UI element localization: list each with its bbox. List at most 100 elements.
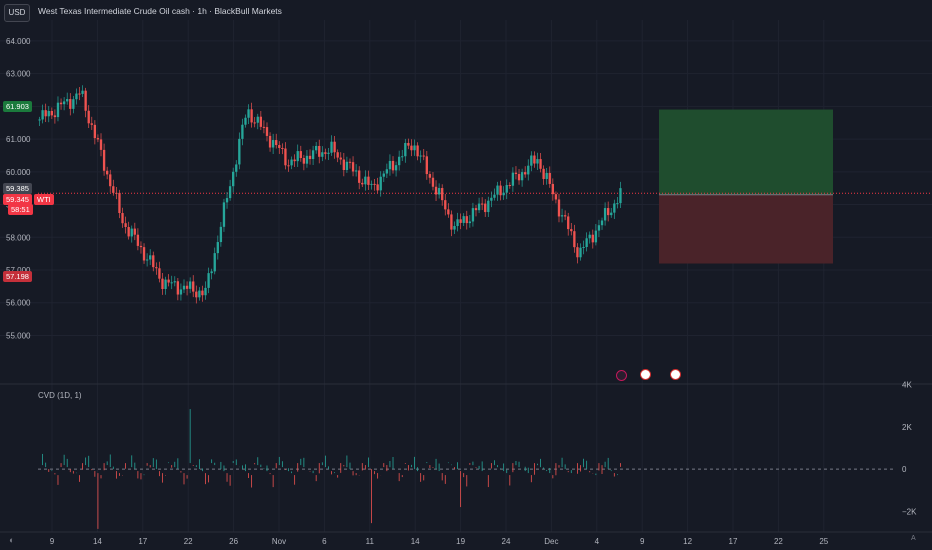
y-axis-tick-label: 61.000	[6, 135, 31, 144]
candle-body	[130, 228, 133, 237]
candle-body	[453, 226, 456, 230]
candle-body	[222, 202, 226, 227]
candle-body	[213, 253, 216, 272]
candle-body	[96, 138, 100, 140]
candle-body	[207, 273, 210, 288]
candle-body	[600, 220, 604, 226]
candle-body	[563, 215, 567, 217]
x-axis-tick-label: Nov	[272, 537, 286, 546]
countdown-label: 58:51	[8, 204, 33, 215]
cvd-axis-tick-label: 4K	[902, 381, 912, 390]
candle-body	[382, 173, 385, 177]
candle-body	[281, 147, 284, 149]
lightning-event-icon[interactable]	[616, 370, 627, 381]
candle-body	[379, 176, 382, 191]
candle-body	[570, 229, 573, 232]
candle-body	[195, 291, 198, 298]
candle-body	[416, 145, 419, 157]
candle-body	[204, 287, 207, 296]
candle-body	[170, 282, 173, 284]
candle-body	[610, 212, 613, 216]
candle-body	[284, 148, 287, 166]
indicator-label[interactable]: CVD (1D, 1)	[38, 391, 82, 400]
candle-body	[471, 208, 475, 222]
candle-body	[296, 151, 299, 162]
candle-body	[545, 172, 548, 179]
candle-body	[238, 138, 241, 165]
candle-body	[152, 255, 155, 268]
candle-body	[542, 168, 545, 179]
candle-body	[188, 281, 192, 289]
candle-body	[560, 215, 564, 217]
candle-body	[201, 290, 204, 296]
symbol-badge: WTI	[34, 194, 54, 205]
us-flag-event-icon[interactable]	[640, 369, 651, 380]
candle-body	[262, 126, 266, 128]
candle-body	[38, 119, 41, 121]
candle-body	[228, 186, 232, 199]
candle-body	[468, 221, 472, 224]
candle-body	[394, 165, 398, 171]
candle-body	[259, 116, 263, 127]
candle-body	[278, 145, 281, 148]
candle-body	[441, 188, 444, 201]
candle-body	[290, 159, 293, 166]
candle-body	[594, 230, 598, 243]
candle-body	[493, 194, 496, 198]
y-axis-tick-label: 60.000	[6, 168, 31, 177]
candle-body	[78, 93, 81, 95]
candle-body	[176, 281, 180, 295]
candle-body	[105, 170, 109, 175]
candle-body	[87, 110, 90, 124]
candle-body	[351, 162, 355, 172]
x-axis-tick-label: 12	[683, 537, 692, 546]
candle-body	[155, 267, 158, 269]
candle-body	[413, 145, 416, 151]
candle-body	[391, 160, 395, 171]
candle-body	[99, 139, 103, 150]
candle-body	[410, 145, 413, 151]
candle-body	[345, 161, 349, 171]
candle-body	[585, 238, 588, 248]
x-axis-tick-label: 9	[50, 537, 55, 546]
candle-body	[102, 149, 106, 171]
candle-body	[524, 172, 527, 175]
candle-body	[327, 152, 330, 154]
candle-body	[271, 140, 275, 148]
candle-body	[241, 124, 244, 139]
candle-body	[499, 185, 502, 196]
candle-body	[265, 127, 269, 136]
candle-body	[603, 208, 607, 221]
candle-body	[66, 99, 69, 102]
candle-body	[484, 203, 487, 213]
candle-body	[444, 200, 447, 210]
candle-body	[185, 285, 189, 289]
auto-scale-icon[interactable]: A	[911, 535, 916, 542]
candle-body	[419, 155, 422, 157]
candle-body	[511, 172, 515, 186]
tradingview-logo-icon[interactable]: ◐	[9, 535, 15, 545]
us-flag-event-icon-2[interactable]	[670, 369, 681, 380]
candle-body	[299, 151, 302, 159]
x-axis-tick-label: 9	[640, 537, 645, 546]
stop-price-label: 57.198	[3, 271, 32, 282]
candle-body	[557, 199, 561, 217]
candle-body	[232, 171, 235, 187]
x-axis-tick-label: 6	[322, 537, 327, 546]
candle-body	[539, 159, 542, 169]
candle-body	[115, 192, 118, 194]
candle-body	[173, 281, 176, 283]
candle-body	[401, 156, 404, 158]
candle-body	[388, 160, 392, 170]
x-axis-tick-label: 14	[411, 537, 420, 546]
x-axis-tick-label: 17	[138, 537, 147, 546]
candle-body	[505, 185, 508, 193]
candle-body	[293, 159, 296, 162]
candle-body	[520, 172, 524, 181]
candle-body	[428, 174, 432, 178]
currency-button[interactable]: USD	[4, 4, 30, 22]
candle-body	[376, 184, 379, 191]
candle-body	[56, 102, 60, 118]
x-axis-tick-label: 19	[456, 537, 465, 546]
